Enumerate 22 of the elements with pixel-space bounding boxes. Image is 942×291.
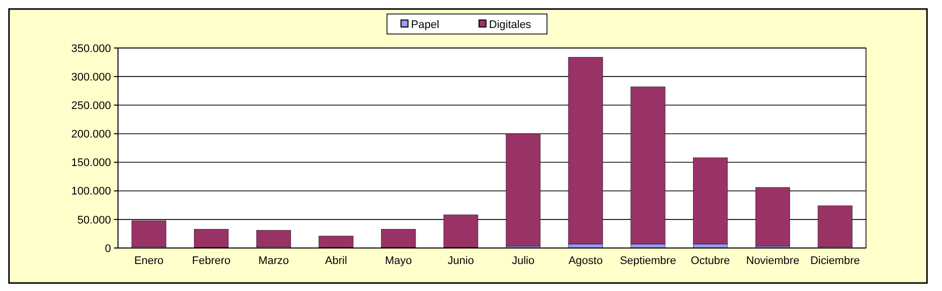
x-tick-label: Julio: [512, 255, 535, 267]
y-tick-label: 50.000: [77, 214, 111, 226]
x-tick-label: Marzo: [258, 255, 289, 267]
y-tick-label: 200.000: [71, 128, 111, 141]
x-tick-label: Febrero: [192, 255, 231, 267]
x-tick-label: Abril: [325, 255, 348, 267]
x-tick-label: Octubre: [690, 255, 730, 267]
legend-label: Papel: [411, 19, 440, 31]
x-tick-label: Diciembre: [810, 255, 860, 267]
x-tick-label: Junio: [448, 255, 474, 267]
x-tick-label: Noviembre: [746, 255, 800, 267]
x-tick-label: Enero: [134, 255, 164, 267]
y-tick-label: 300.000: [71, 71, 111, 84]
y-tick-label: 250.000: [71, 100, 111, 112]
y-tick-label: 0: [104, 242, 111, 255]
x-tick-label: Mayo: [384, 255, 412, 267]
x-tick-label: Agosto: [568, 255, 603, 267]
x-tick-label: Septiembre: [620, 255, 676, 267]
y-tick-label: 150.000: [71, 157, 111, 170]
y-tick-label: 350.000: [71, 42, 111, 55]
legend-label: Digitales: [489, 19, 532, 31]
y-tick-label: 100.000: [71, 186, 111, 198]
